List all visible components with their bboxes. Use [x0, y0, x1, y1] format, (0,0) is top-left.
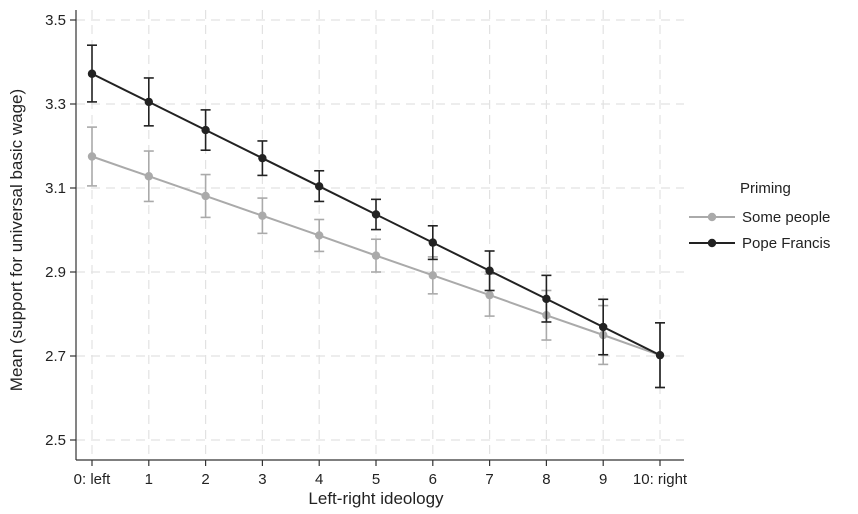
y-tick-label: 2.7 — [45, 348, 66, 365]
data-point — [201, 191, 210, 201]
y-tick-label: 3.3 — [45, 96, 66, 113]
x-tick-label: 6 — [429, 471, 437, 488]
data-point — [655, 350, 665, 360]
axes — [70, 10, 684, 466]
data-point — [315, 231, 324, 240]
legend-items: Some people Pope Francis — [689, 209, 830, 252]
legend: Priming Some people Pope Francis — [689, 180, 830, 252]
x-tick-label: 8 — [542, 471, 550, 488]
data-point — [315, 182, 324, 191]
y-tick-labels: 2.5 2.7 2.9 3.1 3.3 3.5 — [45, 12, 66, 449]
legend-item: Some people — [689, 209, 830, 226]
series — [87, 44, 665, 389]
x-tick-label: 4 — [315, 471, 323, 488]
x-axis-title: Left-right ideology — [308, 489, 444, 508]
data-point — [87, 152, 97, 161]
legend-title: Priming — [740, 180, 791, 197]
x-tick-labels: 0: left 1 2 3 4 5 6 7 8 9 10: right — [74, 471, 688, 488]
x-tick-label: 10: right — [633, 471, 688, 488]
x-tick-label: 9 — [599, 471, 607, 488]
legend-label: Some people — [742, 209, 830, 226]
data-point — [485, 266, 494, 275]
legend-swatch-marker — [707, 238, 717, 248]
x-tick-label: 7 — [485, 471, 493, 488]
data-point — [485, 290, 494, 300]
x-tick-label: 0: left — [74, 471, 112, 488]
legend-label: Pope Francis — [742, 235, 830, 252]
data-point — [428, 238, 437, 247]
data-point — [542, 294, 551, 304]
series-1 — [87, 44, 665, 389]
data-point — [371, 251, 381, 260]
y-tick-label: 2.5 — [45, 432, 66, 449]
plot-background — [76, 10, 684, 460]
data-point — [144, 172, 153, 181]
y-tick-label: 3.1 — [45, 180, 66, 197]
x-tick-label: 5 — [372, 471, 380, 488]
y-tick-label: 2.9 — [45, 264, 66, 281]
data-point — [87, 69, 97, 78]
data-point — [201, 125, 210, 135]
data-point — [599, 322, 608, 332]
x-tick-label: 3 — [258, 471, 266, 488]
data-point — [428, 271, 437, 280]
data-point — [371, 210, 381, 219]
data-point — [258, 153, 267, 163]
x-tick-label: 1 — [145, 471, 153, 488]
data-point — [144, 97, 153, 107]
legend-swatch-marker — [707, 212, 717, 222]
y-axis-title: Mean (support for universal basic wage) — [7, 89, 26, 391]
x-tick-label: 2 — [201, 471, 209, 488]
legend-item: Pope Francis — [689, 235, 830, 252]
data-point — [258, 211, 267, 220]
y-tick-label: 3.5 — [45, 12, 66, 29]
